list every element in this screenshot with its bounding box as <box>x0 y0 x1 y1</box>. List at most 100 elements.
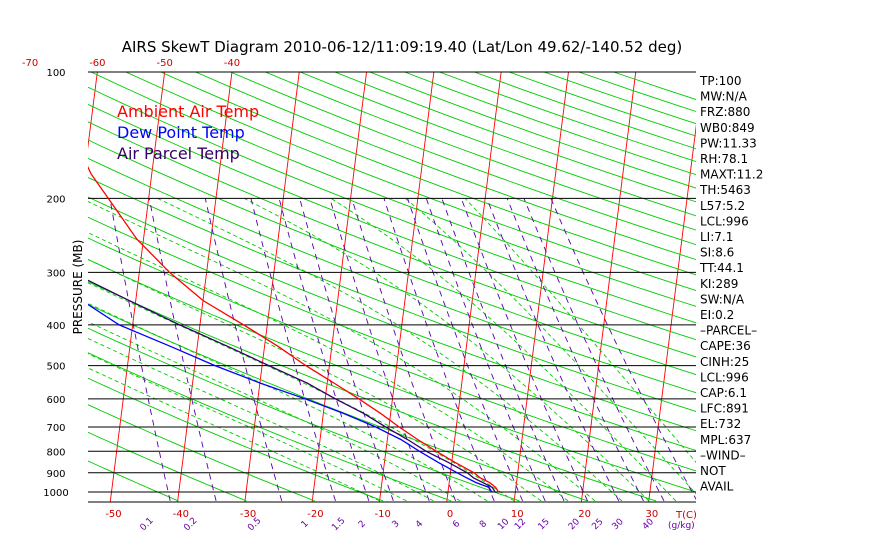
index-label: L57:5.2 <box>700 199 745 213</box>
index-label: SW:N/A <box>700 292 745 306</box>
bottom-temp-tick-label: -40 <box>173 509 189 520</box>
dry-adiabat-line <box>88 237 696 472</box>
top-temp-tick-label: -70 <box>22 58 38 69</box>
dry-adiabat-line <box>88 258 696 493</box>
pressure-tick-label: 100 <box>46 68 65 79</box>
mixing-ratio-line <box>425 198 546 502</box>
dry-adiabat-line <box>229 72 696 246</box>
index-label: CAP:6.1 <box>700 386 747 400</box>
pressure-tick-labels: 100 200 300 400 500 600 700 800 900 1000 <box>43 68 68 499</box>
pressure-tick-label: 800 <box>46 447 65 458</box>
dry-adiabat-line <box>88 303 588 502</box>
dry-adiabat-line <box>124 72 696 291</box>
index-label: CAPE:36 <box>700 339 751 353</box>
bottom-temp-tick-label: 20 <box>578 509 591 520</box>
air-parcel-temp-line <box>88 279 496 493</box>
dry-adiabat-line <box>88 281 657 502</box>
dry-adiabat-line <box>88 327 520 502</box>
index-label: EL:732 <box>700 417 741 431</box>
index-label: CINH:25 <box>700 355 749 369</box>
bottom-temp-tick-label: 10 <box>511 509 524 520</box>
bottom-temp-tick-label: 30 <box>646 509 659 520</box>
mixing-ratio-tick-label: 8 <box>478 519 489 530</box>
dry-adiabat-line <box>88 216 696 451</box>
isotherm-line <box>648 124 696 502</box>
mixing-ratio-line <box>204 198 283 502</box>
isotherm-line <box>378 72 435 502</box>
dry-adiabat-line <box>88 431 247 502</box>
isotherm-line <box>177 72 233 502</box>
mixing-ratio-line <box>250 198 336 502</box>
dry-adiabat-line <box>88 176 696 412</box>
moist-adiabat-line <box>88 258 542 502</box>
pressure-tick-label: 600 <box>46 395 65 406</box>
isotherm-line <box>513 72 569 502</box>
index-label: TT:44.1 <box>699 261 744 275</box>
moist-adiabat-line <box>330 198 677 502</box>
index-label: TH:5463 <box>699 183 751 197</box>
isotherm-lines <box>88 72 696 502</box>
pressure-tick-label: 900 <box>46 469 65 480</box>
legend-air-parcel-temp: Air Parcel Temp <box>117 144 240 163</box>
index-label: AVAIL <box>700 480 734 494</box>
mixing-ratio-tick-label: 3 <box>391 519 402 530</box>
mixing-ratio-tick-label: 4 <box>414 519 425 530</box>
legend-ambient-air-temp: Ambient Air Temp <box>117 102 259 121</box>
isotherm-line <box>88 72 98 150</box>
index-label: –PARCEL– <box>700 324 757 338</box>
index-label: KI:289 <box>700 277 738 291</box>
dry-adiabat-line <box>88 157 696 394</box>
dry-adiabat-line <box>88 460 179 502</box>
moist-adiabat-lines <box>88 197 696 502</box>
isotherm-line <box>244 72 300 502</box>
pressure-tick-label: 200 <box>46 194 65 205</box>
isotherm-line <box>580 72 637 502</box>
index-label: FRZ:880 <box>700 105 750 119</box>
index-label: LCL:996 <box>700 214 749 228</box>
mixing-ratio-line <box>299 198 394 502</box>
mixing-ratio-line <box>383 198 495 502</box>
bottom-temp-tick-label: -20 <box>307 509 323 520</box>
bottom-temp-tick-label: 0 <box>447 509 453 520</box>
mixing-ratio-line <box>441 198 565 502</box>
index-label: LCL:996 <box>700 370 749 384</box>
dry-adiabat-line <box>88 121 696 358</box>
mixing-ratio-unit-label: (g/kg) <box>668 521 695 531</box>
isotherm-line <box>446 72 502 502</box>
chart-title: AIRS SkewT Diagram 2010-06-12/11:09:19.4… <box>122 38 683 56</box>
bottom-temp-tick-label: -30 <box>240 509 256 520</box>
top-temp-tick-label: -40 <box>224 58 240 69</box>
dry-adiabat-lines <box>88 72 696 502</box>
bottom-temp-tick-label: -10 <box>375 509 391 520</box>
dry-adiabat-line <box>88 139 696 376</box>
index-label: SI:8.6 <box>700 246 734 260</box>
dry-adiabat-line <box>88 196 696 432</box>
bottom-temp-tick-labels: -50 -40 -30 -20 -10 0 10 20 30 <box>105 509 658 520</box>
mixing-ratio-line <box>486 198 620 502</box>
temp-unit-label: T(C) <box>675 510 697 521</box>
moist-adiabat-line <box>88 321 461 502</box>
legend: Ambient Air Temp Dew Point Temp Air Parcel… <box>117 102 259 163</box>
index-label: LI:7.1 <box>700 230 733 244</box>
mixing-ratio-line <box>460 198 589 502</box>
moist-adiabat-line <box>88 282 515 502</box>
ambient-air-temp-line <box>88 165 500 493</box>
mixing-ratio-tick-label: 1 <box>300 519 311 530</box>
isobar-lines <box>88 71 696 503</box>
index-label: PW:11.33 <box>700 136 757 150</box>
dew-point-temp-line <box>88 303 493 493</box>
grid-layer <box>88 72 696 502</box>
pressure-tick-label: 700 <box>46 423 65 434</box>
dry-adiabat-line <box>88 352 452 502</box>
dry-adiabat-line <box>90 72 696 307</box>
index-label: EI:0.2 <box>700 308 734 322</box>
index-label: MAXT:11.2 <box>700 168 763 182</box>
pressure-tick-label: 1000 <box>43 488 68 499</box>
top-temp-tick-label: -60 <box>89 58 105 69</box>
moist-adiabat-line <box>88 353 407 502</box>
mixing-ratio-line <box>278 198 370 502</box>
mixing-ratio-tick-label: 2 <box>357 519 368 530</box>
dry-adiabat-line <box>88 377 384 502</box>
mixing-ratio-line <box>148 198 217 502</box>
